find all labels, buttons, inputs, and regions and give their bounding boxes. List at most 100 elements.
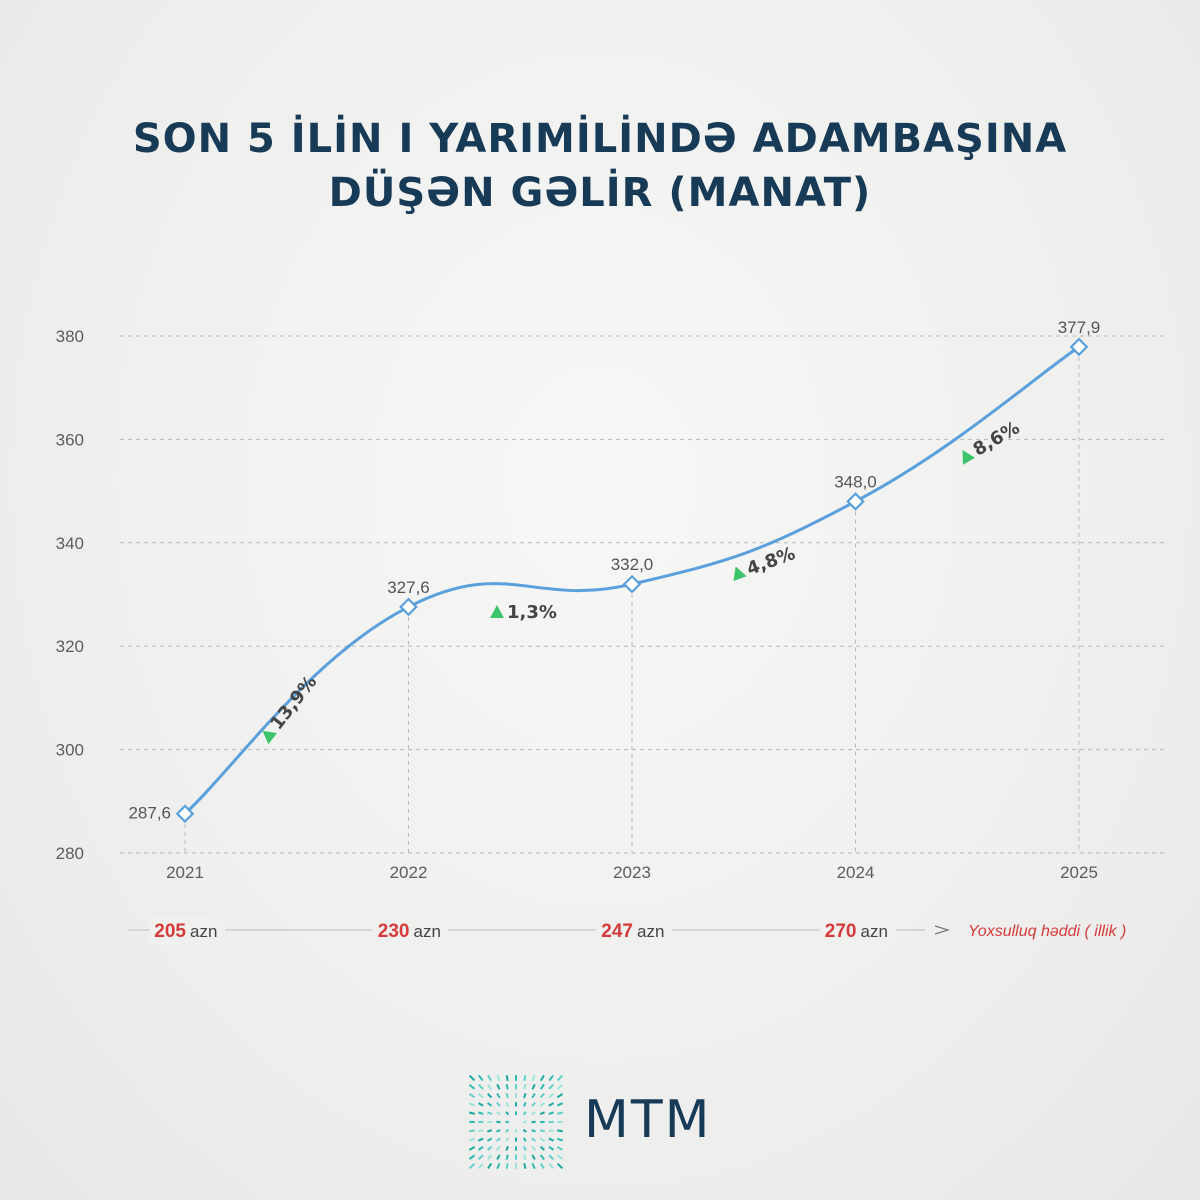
mtm-logo: MTM <box>468 1072 768 1172</box>
logo-ray <box>548 1137 555 1142</box>
logo-ray <box>505 1093 509 1099</box>
poverty-label-bg <box>372 916 449 944</box>
logo-ray <box>477 1083 484 1090</box>
logo-ray <box>531 1092 536 1099</box>
logo-ray <box>523 1145 527 1151</box>
logo-ray <box>556 1074 564 1082</box>
poverty-value: 247 <box>601 921 633 942</box>
logo-ray <box>505 1163 509 1169</box>
logo-ray <box>548 1083 555 1090</box>
logo-ray <box>539 1137 545 1142</box>
logo-ray <box>487 1092 493 1099</box>
logo-ray <box>556 1093 564 1099</box>
data-point-label: 348,0 <box>834 472 877 491</box>
logo-ray <box>487 1102 493 1107</box>
logo-ray <box>496 1137 501 1142</box>
logo-ray <box>477 1154 484 1160</box>
poverty-label-bg <box>149 916 225 944</box>
poverty-value: 230 <box>378 921 410 942</box>
growth-annotation: 13,9% <box>262 672 321 745</box>
up-arrow-icon <box>733 566 747 582</box>
logo-ray <box>548 1093 555 1099</box>
data-point-label: 327,6 <box>387 578 430 597</box>
logo-ray <box>539 1111 545 1116</box>
y-tick-label: 340 <box>56 534 84 553</box>
logo-ray <box>477 1102 484 1107</box>
poverty-unit: azn <box>190 922 217 941</box>
x-tick-label: 2022 <box>390 863 428 882</box>
logo-ray <box>548 1145 555 1151</box>
logo-ray <box>523 1083 527 1090</box>
logo-ray <box>478 1162 484 1170</box>
logo-ray <box>487 1083 493 1090</box>
x-tick-label: 2024 <box>837 863 875 882</box>
logo-ray <box>496 1092 501 1099</box>
logo-ray <box>477 1145 484 1151</box>
chart-title: SON 5 İLİN I YARIMİLİNDƏ ADAMBAŞINA DÜŞƏ… <box>0 112 1200 220</box>
logo-ray <box>487 1137 493 1142</box>
poverty-value: 205 <box>154 921 186 942</box>
chart-title-line-1: SON 5 İLİN I YARIMİLİNDƏ ADAMBAŞINA <box>132 116 1068 162</box>
logo-ray <box>556 1102 564 1107</box>
logo-ray <box>496 1145 501 1151</box>
logo-ray <box>487 1074 493 1082</box>
data-point-marker <box>175 804 195 824</box>
logo-ray <box>523 1074 527 1082</box>
logo-ray <box>487 1129 493 1133</box>
logo-ray <box>548 1162 554 1170</box>
logo-ray <box>469 1129 475 1133</box>
logo-ray <box>478 1111 484 1115</box>
up-arrow-icon <box>262 730 278 745</box>
logo-ray <box>505 1074 509 1082</box>
data-point-marker <box>846 492 865 511</box>
logo-ray <box>531 1129 536 1133</box>
logo-ray <box>522 1137 527 1142</box>
logo-ray <box>523 1093 527 1099</box>
poverty-unit: azn <box>637 922 664 941</box>
logo-ray <box>531 1137 536 1142</box>
y-tick-label: 320 <box>56 637 84 656</box>
logo-ray <box>556 1111 564 1115</box>
chart-title-line-2: DÜŞƏN GƏLİR (MANAT) <box>328 170 872 216</box>
logo-ray <box>522 1120 527 1124</box>
x-tick-label: 2021 <box>166 863 204 882</box>
logo-ray <box>478 1074 484 1082</box>
poverty-value: 270 <box>825 921 857 942</box>
growth-label: 1,3% <box>507 602 557 623</box>
y-tick-label: 280 <box>56 844 84 863</box>
logo-ray <box>505 1145 509 1151</box>
poverty-unit: azn <box>414 922 441 941</box>
logo-ray <box>487 1111 493 1116</box>
data-point-marker <box>399 597 418 617</box>
logo-ray <box>531 1111 536 1116</box>
poverty-label-bg <box>819 916 896 944</box>
logo-ray <box>496 1129 501 1133</box>
logo-ray <box>478 1129 484 1133</box>
logo-ray <box>556 1146 564 1151</box>
logo-ray <box>539 1092 545 1099</box>
growth-annotation: 4,8% <box>733 543 798 582</box>
logo-ray <box>468 1093 476 1099</box>
logo-ray <box>531 1102 536 1107</box>
logo-ray <box>505 1083 509 1090</box>
growth-annotation: 8,6% <box>962 417 1023 465</box>
logo-ray <box>522 1128 527 1133</box>
logo-ray <box>496 1083 501 1090</box>
logo-ray <box>468 1102 476 1107</box>
data-point-label: 287,6 <box>128 804 171 823</box>
y-tick-label: 300 <box>56 741 84 760</box>
logo-ray <box>539 1102 545 1107</box>
data-point-marker <box>1069 337 1089 357</box>
logo-ray <box>539 1083 545 1090</box>
logo-ray <box>477 1093 484 1099</box>
logo-ray <box>556 1137 564 1142</box>
logo-ray <box>468 1162 476 1170</box>
logo-ray <box>496 1154 501 1160</box>
logo-ray <box>468 1154 476 1160</box>
logo-ray <box>468 1146 476 1151</box>
logo-ray <box>487 1154 493 1160</box>
logo-ray <box>531 1074 536 1082</box>
logo-ray <box>539 1129 545 1133</box>
logo-ray <box>487 1145 493 1151</box>
logo-ray <box>531 1083 536 1090</box>
